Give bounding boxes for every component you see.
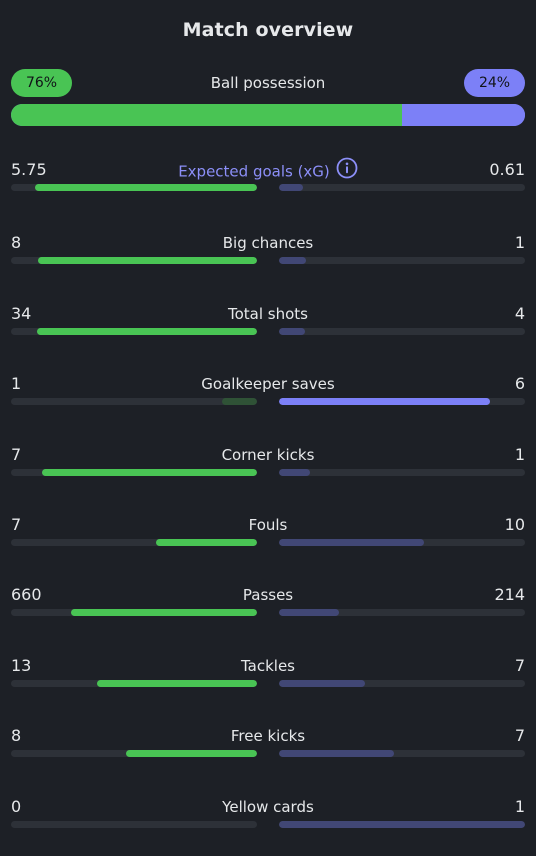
home-possession-fill [11, 104, 402, 126]
away-bar-track [279, 821, 525, 828]
home-bar-fill [155, 539, 257, 546]
home-bar-track [11, 184, 257, 191]
stat-label-wrap: Big chances [91, 233, 445, 253]
away-bar-track [279, 257, 525, 264]
away-bar-track [279, 328, 525, 335]
away-bar-track [279, 680, 525, 687]
away-bar-fill [279, 328, 305, 335]
stat-row-corner-kicks: 7 Corner kicks 1 [11, 445, 525, 489]
stat-label-wrap[interactable]: Expected goals (xG) [91, 157, 445, 184]
home-bar-track [11, 680, 257, 687]
home-bar-fill [41, 469, 257, 476]
away-bar-fill [279, 750, 394, 757]
away-bar-fill [279, 609, 340, 616]
away-bar-fill [279, 184, 303, 191]
stat-label: Expected goals (xG) [178, 162, 330, 181]
stat-label-wrap: Corner kicks [91, 445, 445, 465]
home-value: 0 [11, 797, 22, 816]
home-value: 1 [11, 374, 22, 393]
stat-label: Corner kicks [221, 446, 315, 464]
stat-label: Fouls [248, 516, 288, 534]
away-possession-fill [401, 104, 525, 126]
stat-label-wrap: Free kicks [91, 726, 445, 746]
home-bar-fill [125, 750, 257, 757]
stat-row-tackles: 13 Tackles 7 [11, 656, 525, 700]
away-value: 6 [514, 374, 525, 393]
home-bar-track [11, 328, 257, 335]
ball-possession-header: 76% Ball possession 24% [11, 69, 525, 97]
away-value: 1 [514, 233, 525, 252]
away-bar-track [279, 539, 525, 546]
stat-label: Total shots [228, 305, 308, 323]
away-bar-fill [279, 680, 366, 687]
stat-row-yellow-cards: 0 Yellow cards 1 [11, 797, 525, 841]
stat-label: Free kicks [230, 727, 306, 745]
away-bar-track [279, 398, 525, 405]
away-bar-fill [279, 398, 490, 405]
away-bar-fill [279, 539, 424, 546]
home-bar-fill [34, 184, 257, 191]
stat-row-fouls: 7 Fouls 10 [11, 515, 525, 559]
away-value: 1 [514, 797, 525, 816]
away-value: 7 [514, 656, 525, 675]
home-bar-fill [97, 680, 257, 687]
home-bar-fill [38, 257, 257, 264]
home-value: 7 [11, 515, 22, 534]
stat-label-wrap: Yellow cards [91, 797, 445, 817]
stat-label: Passes [242, 586, 294, 604]
away-value: 10 [504, 515, 525, 534]
home-bar-track [11, 398, 257, 405]
stat-row-free-kicks: 8 Free kicks 7 [11, 726, 525, 770]
away-value: 0.61 [489, 160, 525, 179]
home-bar-fill [36, 328, 257, 335]
stat-label: Yellow cards [222, 798, 314, 816]
stat-row-total-shots: 34 Total shots 4 [11, 304, 525, 348]
home-value: 7 [11, 445, 22, 464]
page-title: Match overview [182, 19, 354, 41]
home-bar-track [11, 609, 257, 616]
stat-row-big-chances: 8 Big chances 1 [11, 233, 525, 277]
away-value: 1 [514, 445, 525, 464]
ball-possession-label: Ball possession [210, 74, 326, 92]
away-bar-track [279, 750, 525, 757]
home-bar-track [11, 821, 257, 828]
info-icon[interactable] [336, 157, 358, 184]
stat-row-passes: 660 Passes 214 [11, 585, 525, 629]
away-bar-fill [279, 469, 310, 476]
home-bar-track [11, 469, 257, 476]
home-bar-track [11, 750, 257, 757]
stat-row-expected-goals-xg: 5.75 Expected goals (xG) 0.61 [11, 157, 525, 204]
stat-label: Big chances [222, 234, 314, 252]
home-bar-fill [71, 609, 257, 616]
away-value: 7 [514, 726, 525, 745]
away-possession-badge: 24% [464, 69, 525, 97]
home-value: 13 [11, 656, 32, 675]
away-bar-fill [279, 257, 307, 264]
stat-label: Goalkeeper saves [201, 375, 335, 393]
stat-label: Tackles [240, 657, 296, 675]
home-value: 660 [11, 585, 42, 604]
stat-label-wrap: Tackles [91, 656, 445, 676]
home-bar-track [11, 257, 257, 264]
home-value: 34 [11, 304, 32, 323]
stat-label-wrap: Passes [91, 585, 445, 605]
away-bar-fill [279, 821, 525, 828]
stat-row-goalkeeper-saves: 1 Goalkeeper saves 6 [11, 374, 525, 418]
away-bar-track [279, 609, 525, 616]
home-value: 8 [11, 233, 22, 252]
away-value: 214 [494, 585, 525, 604]
home-bar-track [11, 539, 257, 546]
stat-label-wrap: Goalkeeper saves [91, 374, 445, 394]
away-value: 4 [514, 304, 525, 323]
away-bar-track [279, 184, 525, 191]
home-value: 8 [11, 726, 22, 745]
away-bar-track [279, 469, 525, 476]
stat-label-wrap: Total shots [91, 304, 445, 324]
stat-label-wrap: Fouls [91, 515, 445, 535]
home-value: 5.75 [11, 160, 47, 179]
ball-possession-bar [11, 104, 525, 126]
home-bar-fill [221, 398, 257, 405]
home-possession-badge: 76% [11, 69, 72, 97]
